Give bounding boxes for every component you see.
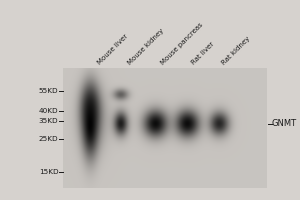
Text: 35KD: 35KD [39, 118, 58, 124]
Text: 25KD: 25KD [39, 136, 58, 142]
Text: 55KD: 55KD [39, 88, 58, 94]
Text: Mouse liver: Mouse liver [97, 33, 129, 66]
Text: Rat liver: Rat liver [190, 41, 215, 66]
Text: 40KD: 40KD [39, 108, 58, 114]
Text: Mouse pancreas: Mouse pancreas [160, 22, 204, 66]
Text: Rat kidney: Rat kidney [221, 35, 251, 66]
Text: Mouse kidney: Mouse kidney [127, 28, 166, 66]
Text: 15KD: 15KD [39, 169, 58, 175]
Text: GNMT: GNMT [272, 119, 297, 128]
